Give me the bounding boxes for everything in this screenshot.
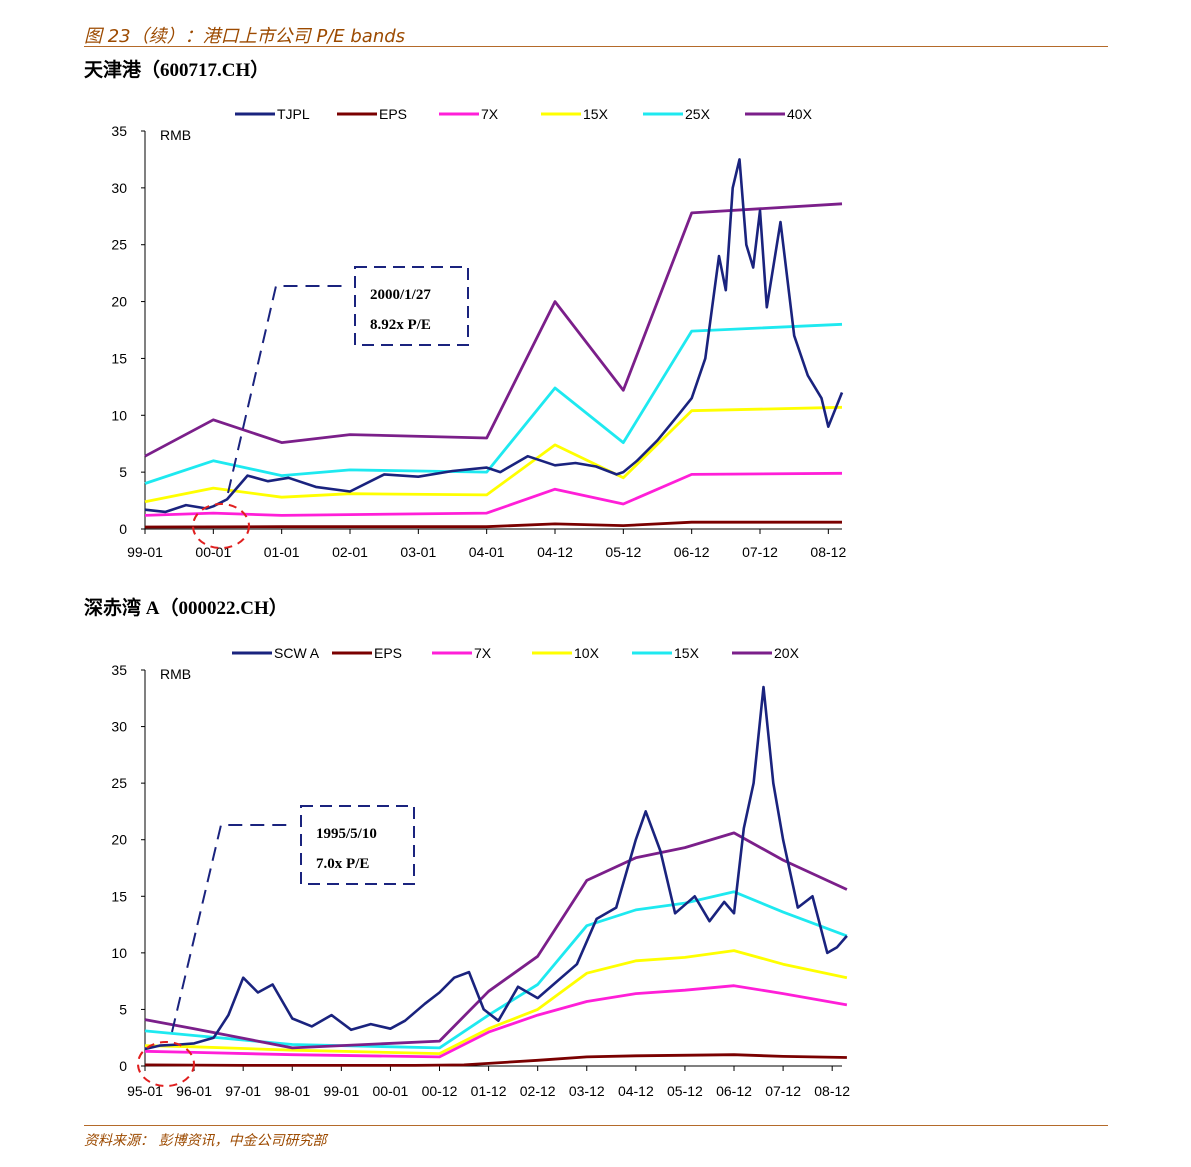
series-line-7x [144,984,848,1059]
x-tick-label: 97-01 [225,1083,261,1099]
y-tick-label: 35 [111,662,127,678]
series-line-eps [144,1053,847,1067]
annotation-leader [171,824,290,1033]
y-tick-label: 30 [111,719,127,735]
chart-1-tjpl-pe-bands: 0 5 10 15 20 25 30 35 RMB 99-01 00-01 01-01 02-01 03-… [111,106,846,560]
x-tick-label: 08-12 [810,544,846,560]
legend-label: EPS [379,106,407,122]
source-note: 资料来源： 彭博资讯，中金公司研究部 [84,1133,327,1149]
legend-label: TJPL [277,106,310,122]
annotation-date: 2000/1/27 [370,287,431,303]
annotation-pe: 7.0x P/E [316,856,369,872]
highlight-circle [137,1041,195,1087]
x-tick-label: 07-12 [742,544,778,560]
chart-1-heading: 天津港（600717.CH） [84,60,270,81]
y-tick-label: 5 [119,464,127,480]
x-tick-label: 00-01 [195,544,231,560]
legend-label: 15X [674,645,700,661]
x-tick-label: 01-12 [471,1083,507,1099]
legend-label: EPS [374,645,402,661]
y-tick-label: 10 [111,945,127,961]
x-tick-label: 00-01 [373,1083,409,1099]
x-tick-label: 04-01 [469,544,505,560]
y-axis-label: RMB [160,127,191,143]
x-tick-label: 05-12 [667,1083,703,1099]
y-tick-label: 15 [111,350,127,366]
annotation-pe: 8.92x P/E [370,317,431,333]
bottom-divider [84,1125,1108,1126]
y-tick-label: 15 [111,888,127,904]
legend-label: SCW A [274,645,320,661]
y-tick-label: 25 [111,237,127,253]
y-axis-label: RMB [160,666,191,682]
x-tick-label: 98-01 [274,1083,310,1099]
x-tick-label: 03-12 [569,1083,605,1099]
y-tick-label: 25 [111,775,127,791]
series-line-scw-a [144,685,848,1051]
annotation-leader [227,285,342,494]
legend-label: 20X [774,645,800,661]
series-line-tjpl [144,158,844,514]
series-line-7x [144,471,843,517]
x-tick-label: 99-01 [127,544,163,560]
legend-label: 10X [574,645,600,661]
x-tick-label: 04-12 [618,1083,654,1099]
annotation-date: 1995/5/10 [316,826,377,842]
legend-label: 15X [583,106,609,122]
annotation-box [300,805,415,885]
y-tick-label: 20 [111,294,127,310]
top-divider [84,46,1108,47]
series-line-40x [144,202,843,458]
x-tick-label: 00-12 [422,1083,458,1099]
annotation-box [354,266,469,346]
series-line-eps [144,520,842,529]
x-tick-label: 05-12 [605,544,641,560]
highlight-circle [192,503,250,549]
y-tick-label: 0 [119,521,127,537]
x-tick-label: 08-12 [814,1083,850,1099]
x-tick-label: 03-01 [400,544,436,560]
y-tick-label: 10 [111,407,127,423]
chart-2-heading: 深赤湾 A（000022.CH） [84,598,288,619]
x-tick-label: 06-12 [674,544,710,560]
series-line-20x [144,831,848,1050]
x-tick-label: 07-12 [765,1083,801,1099]
x-tick-label: 95-01 [127,1083,163,1099]
x-tick-label: 06-12 [716,1083,752,1099]
y-tick-label: 30 [111,180,127,196]
x-tick-label: 01-01 [264,544,300,560]
legend-label: 25X [685,106,711,122]
legend-label: 7X [474,645,492,661]
figure-title: 图 23（续）：港口上市公司 P/E bands [84,26,406,47]
y-tick-label: 20 [111,832,127,848]
x-tick-label: 96-01 [176,1083,212,1099]
x-tick-label: 99-01 [323,1083,359,1099]
series-line-15x [144,405,843,504]
legend-label: 40X [787,106,813,122]
series-line-25x [144,322,843,485]
series-line-15x [144,890,848,1050]
y-tick-label: 5 [119,1001,127,1017]
x-tick-label: 04-12 [537,544,573,560]
y-tick-label: 0 [119,1058,127,1074]
legend-label: 7X [481,106,499,122]
x-tick-label: 02-01 [332,544,368,560]
series-line-10x [144,949,848,1055]
y-tick-label: 35 [111,123,127,139]
chart-2-scwa-pe-bands: 0 5 10 15 20 25 30 35 RMB 95-01 96-01 97-01 98-01 99-… [111,645,850,1099]
x-tick-label: 02-12 [520,1083,556,1099]
